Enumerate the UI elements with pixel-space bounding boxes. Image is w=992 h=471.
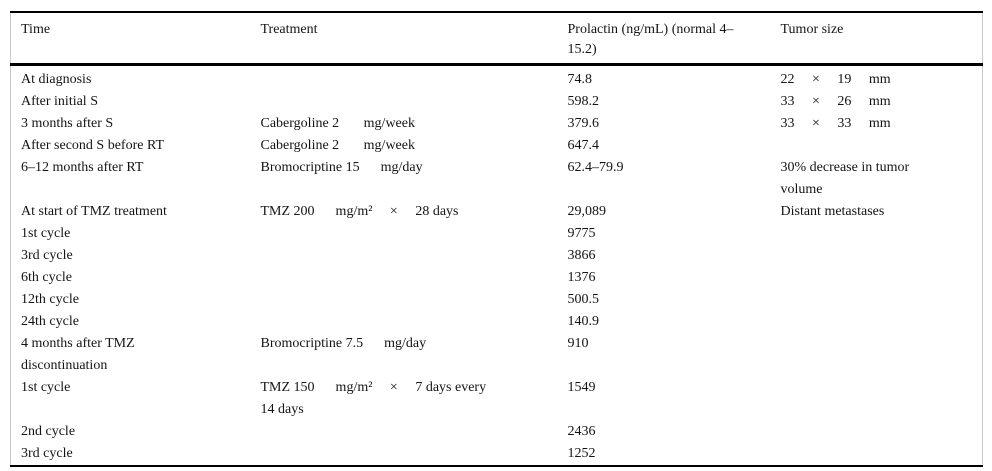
cell-treatment: Cabergoline 2 mg/week: [260, 116, 416, 131]
cell-prolactin: 598.2: [567, 94, 600, 109]
cell-prolactin: 29,089: [567, 204, 607, 219]
cell-prolactin: 500.5: [567, 292, 600, 307]
cell-time: At diagnosis: [21, 72, 92, 87]
cell-tumor-size: [781, 223, 983, 245]
table-row: 3 months after S Cabergoline 2 mg/week 3…: [11, 113, 983, 135]
cell-treatment: [261, 245, 568, 267]
cell-treatment: [261, 289, 568, 311]
cell-time: 1st cycle: [21, 226, 71, 241]
cell-treatment: [261, 443, 568, 466]
cell-time: 3rd cycle: [21, 446, 73, 461]
header-row: Time Treatment Prolactin (ng/mL) (normal…: [10, 12, 983, 66]
cell-prolactin: 379.6: [567, 116, 600, 131]
cell-treatment: [261, 91, 568, 113]
cell-tumor-size: 33 × 33 mm: [780, 116, 891, 131]
table-row: 3rd cycle 3866: [11, 245, 983, 267]
cell-time: 3 months after S: [21, 116, 114, 131]
cell-tumor-size: [781, 311, 983, 333]
cell-time: At start of TMZ treatment: [21, 204, 167, 219]
cell-time: 1st cycle: [21, 380, 71, 395]
cell-prolactin: 140.9: [567, 314, 600, 329]
column-header-treatment: Treatment: [260, 12, 568, 66]
cell-tumor-size: [781, 135, 983, 157]
column-header-time: Time: [10, 12, 261, 66]
cell-tumor-size: [781, 443, 983, 466]
cell-tumor-size: [781, 267, 983, 289]
cell-treatment: Bromocriptine 7.5 mg/day: [260, 336, 427, 351]
cell-treatment: [261, 223, 568, 245]
cell-tumor-size: 30% decrease in tumor volume: [780, 160, 910, 197]
table-row: 3rd cycle 1252: [11, 443, 983, 466]
table-row: 4 months after TMZ discontinuation Bromo…: [11, 333, 983, 377]
cell-time: 2nd cycle: [21, 424, 76, 439]
cell-time: 24th cycle: [21, 314, 79, 329]
cell-prolactin: 1376: [567, 270, 596, 285]
table-row: 24th cycle 140.9: [11, 311, 983, 333]
table-row: 6–12 months after RT Bromocriptine 15 mg…: [11, 157, 983, 201]
cell-time: After initial S: [21, 94, 98, 109]
cell-time: 12th cycle: [21, 292, 79, 307]
table-row: 12th cycle 500.5: [11, 289, 983, 311]
cell-tumor-size: 22 × 19 mm: [780, 72, 891, 87]
cell-tumor-size: 33 × 26 mm: [780, 94, 891, 109]
cell-treatment: [261, 311, 568, 333]
cell-tumor-size: [781, 421, 983, 443]
cell-prolactin: 9775: [567, 226, 596, 241]
cell-time: 3rd cycle: [21, 248, 73, 263]
table-row: At diagnosis 74.8 22 × 19 mm: [11, 65, 983, 92]
cell-prolactin: 910: [567, 336, 589, 351]
cell-time: 4 months after TMZ discontinuation: [21, 336, 135, 373]
cell-prolactin: 62.4–79.9: [567, 160, 624, 175]
cell-prolactin: 1549: [567, 380, 596, 395]
cell-treatment: TMZ 150 mg/m² × 7 days every 14 days: [260, 380, 487, 417]
cell-treatment: [261, 65, 568, 92]
table-row: 6th cycle 1376: [11, 267, 983, 289]
cell-treatment: [261, 421, 568, 443]
column-header-prolactin: Prolactin (ng/mL) (normal 4– 15.2): [567, 12, 781, 66]
cell-prolactin: 3866: [567, 248, 596, 263]
column-header-tumor-size: Tumor size: [780, 12, 983, 66]
cell-prolactin: 647.4: [567, 138, 600, 153]
cell-tumor-size: [781, 289, 983, 311]
cell-treatment: Cabergoline 2 mg/week: [260, 138, 416, 153]
cell-time: 6th cycle: [21, 270, 72, 285]
cell-prolactin: 74.8: [567, 72, 593, 87]
table-row: After initial S 598.2 33 × 26 mm: [11, 91, 983, 113]
cell-time: After second S before RT: [21, 138, 165, 153]
case-timeline-table: Time Treatment Prolactin (ng/mL) (normal…: [10, 11, 983, 467]
cell-tumor-size: [781, 333, 983, 377]
cell-treatment: TMZ 200 mg/m² × 28 days: [260, 204, 459, 219]
table-row: At start of TMZ treatment TMZ 200 mg/m² …: [11, 201, 983, 223]
table-row: 1st cycle TMZ 150 mg/m² × 7 days every 1…: [11, 377, 983, 421]
cell-tumor-size: Distant metastases: [780, 204, 885, 219]
cell-time: 6–12 months after RT: [21, 160, 144, 175]
cell-treatment: [261, 267, 568, 289]
cell-tumor-size: [781, 377, 983, 421]
table-row: After second S before RT Cabergoline 2 m…: [11, 135, 983, 157]
table-row: 2nd cycle 2436: [11, 421, 983, 443]
cell-tumor-size: [781, 245, 983, 267]
cell-prolactin: 1252: [567, 446, 596, 461]
table-row: 1st cycle 9775: [11, 223, 983, 245]
cell-prolactin: 2436: [567, 424, 596, 439]
cell-treatment: Bromocriptine 15 mg/day: [260, 160, 423, 175]
